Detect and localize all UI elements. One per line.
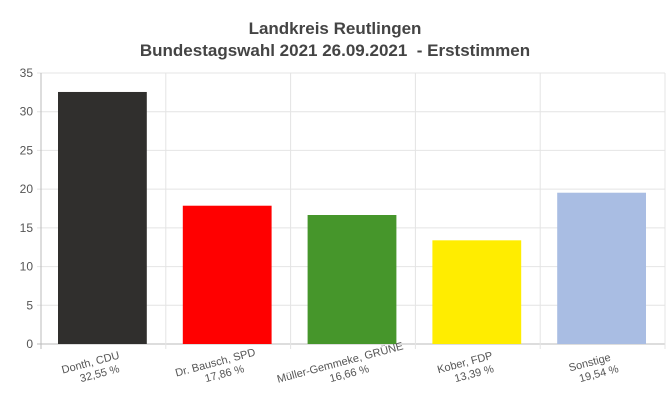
bar	[307, 215, 397, 344]
y-tick-label: 15	[20, 221, 34, 235]
y-tick-label: 0	[26, 337, 33, 351]
bar	[182, 205, 272, 344]
bar	[58, 91, 147, 344]
subtitle-line: Bundestagswahl 2021 26.09.2021 - Erststi…	[139, 41, 531, 60]
y-tick-label: 35	[20, 66, 34, 80]
bar	[432, 240, 522, 344]
y-tick-label: 10	[20, 260, 34, 274]
y-tick-label: 30	[20, 105, 34, 119]
y-tick-label: 20	[20, 182, 34, 196]
bar	[557, 192, 646, 344]
title-line: Landkreis Reutlingen	[248, 19, 422, 38]
chart-title: Landkreis Reutlingen Bundestagswahl 2021…	[0, 18, 670, 62]
y-tick-label: 25	[20, 143, 34, 157]
y-tick-label: 5	[26, 298, 33, 312]
